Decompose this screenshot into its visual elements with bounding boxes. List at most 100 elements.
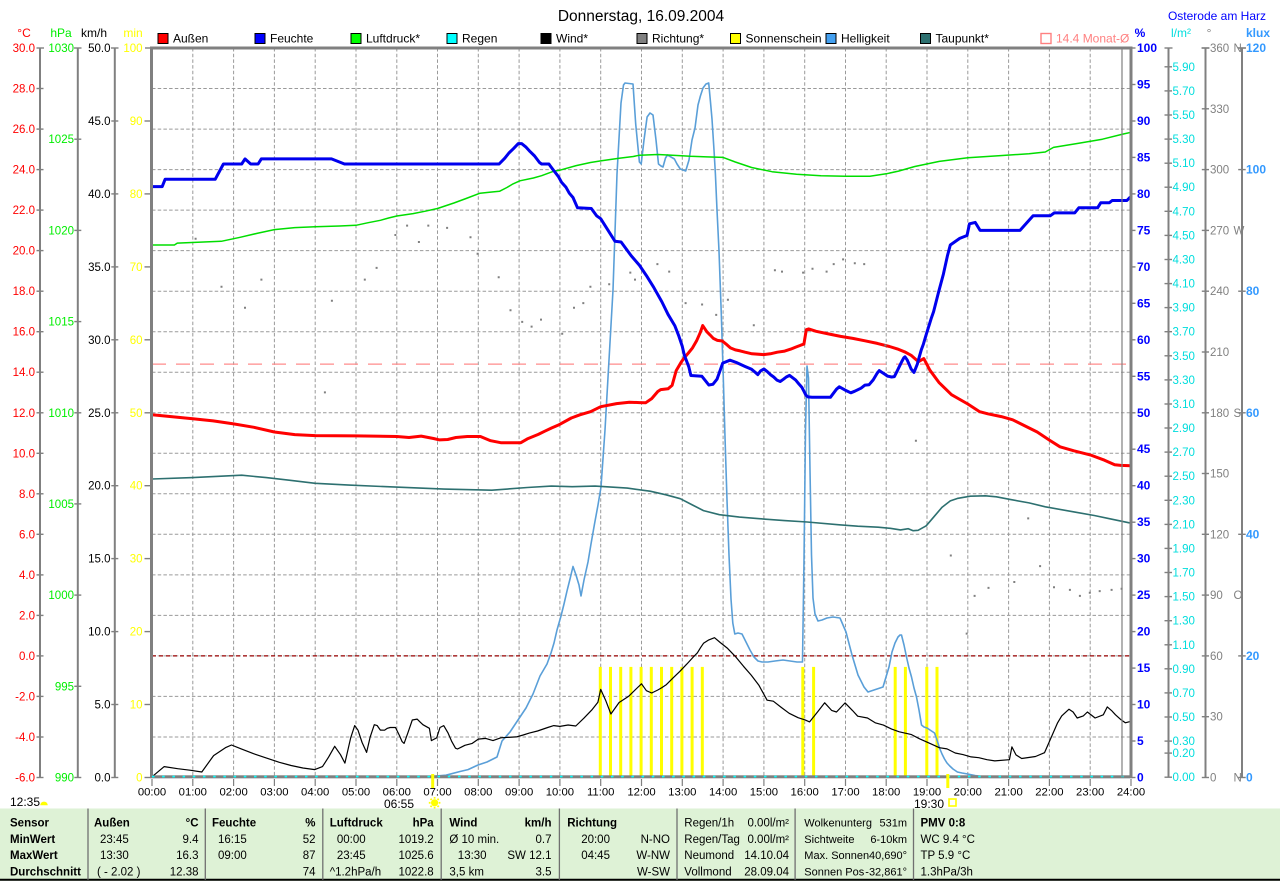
svg-text:10:00: 10:00 (546, 787, 574, 799)
svg-text:16:00: 16:00 (791, 787, 819, 799)
svg-text:5.10: 5.10 (1173, 158, 1195, 170)
svg-text:990: 990 (55, 773, 74, 785)
svg-text:hPa: hPa (50, 26, 72, 40)
svg-text:1020: 1020 (48, 225, 74, 237)
svg-text:90: 90 (1137, 114, 1151, 128)
svg-text:23:00: 23:00 (1076, 787, 1104, 799)
svg-text:14.4 Monat-Ø: 14.4 Monat-Ø (1056, 32, 1129, 46)
svg-text:min: min (123, 26, 142, 40)
svg-text:14:00: 14:00 (709, 787, 737, 799)
svg-text:Luftdruck: Luftdruck (330, 818, 384, 830)
svg-text:20: 20 (1246, 649, 1260, 663)
svg-text:2.0: 2.0 (19, 610, 35, 622)
svg-text:4.90: 4.90 (1173, 182, 1195, 194)
svg-text:TP 5.9 °C: TP 5.9 °C (921, 850, 971, 862)
svg-text:22.0: 22.0 (13, 205, 35, 217)
svg-text:13:00: 13:00 (668, 787, 696, 799)
svg-text:40: 40 (1246, 527, 1260, 541)
svg-text:S: S (1234, 408, 1242, 420)
svg-text:1.90: 1.90 (1173, 543, 1195, 555)
svg-text:1.50: 1.50 (1173, 592, 1195, 604)
svg-text:28.09.04: 28.09.04 (744, 867, 789, 879)
svg-text:( - 2.02 ): ( - 2.02 ) (97, 867, 141, 879)
svg-text:1022.8: 1022.8 (399, 867, 434, 879)
svg-text:%: % (305, 818, 315, 830)
svg-text:80: 80 (130, 189, 143, 201)
svg-text:13:30: 13:30 (458, 850, 487, 862)
svg-text:12:00: 12:00 (627, 787, 655, 799)
svg-text:5.30: 5.30 (1173, 134, 1195, 146)
svg-text:87: 87 (303, 850, 316, 862)
svg-text:klux: klux (1246, 26, 1270, 40)
svg-text:Außen: Außen (173, 32, 208, 46)
svg-text:95: 95 (1137, 78, 1151, 92)
svg-text:N: N (1234, 773, 1242, 785)
svg-text:3.70: 3.70 (1173, 327, 1195, 339)
svg-text:^1.2hPa/h: ^1.2hPa/h (330, 867, 381, 879)
svg-text:13:30: 13:30 (100, 850, 129, 862)
svg-text:2.30: 2.30 (1173, 495, 1195, 507)
svg-text:3.10: 3.10 (1173, 399, 1195, 411)
svg-text:21:00: 21:00 (994, 787, 1022, 799)
svg-text:100: 100 (123, 43, 142, 55)
svg-text:-6.0: -6.0 (15, 773, 35, 785)
svg-text:WC 9.4 °C: WC 9.4 °C (921, 834, 975, 846)
svg-text:85: 85 (1137, 150, 1151, 164)
svg-text:MinWert: MinWert (10, 834, 55, 846)
svg-text:12.38: 12.38 (170, 867, 199, 879)
svg-text:10.0: 10.0 (13, 448, 35, 460)
svg-text:1.30: 1.30 (1173, 616, 1195, 628)
svg-text:Sonnen Pos: Sonnen Pos (804, 867, 864, 879)
svg-text:40.0: 40.0 (88, 189, 110, 201)
svg-text:8.0: 8.0 (19, 489, 35, 501)
svg-text:30: 30 (130, 554, 143, 566)
svg-text:0: 0 (136, 773, 142, 785)
svg-text:210: 210 (1210, 347, 1229, 359)
svg-text:Sonnenschein: Sonnenschein (746, 32, 822, 46)
svg-text:3.30: 3.30 (1173, 375, 1195, 387)
svg-text:Donnerstag, 16.09.2004: Donnerstag, 16.09.2004 (558, 8, 725, 25)
svg-text:0.7: 0.7 (536, 834, 552, 846)
svg-text:hPa: hPa (413, 818, 435, 830)
svg-text:50.0: 50.0 (88, 43, 110, 55)
svg-text:SW 12.1: SW 12.1 (507, 850, 551, 862)
svg-text:5.50: 5.50 (1173, 110, 1195, 122)
svg-text:240: 240 (1210, 286, 1229, 298)
svg-text:60: 60 (1137, 333, 1151, 347)
svg-text:04:00: 04:00 (301, 787, 329, 799)
svg-text:26.0: 26.0 (13, 124, 35, 136)
svg-text:02:00: 02:00 (219, 787, 247, 799)
svg-text:06:00: 06:00 (383, 787, 411, 799)
svg-text:12.0: 12.0 (13, 408, 35, 420)
svg-text:15.0: 15.0 (88, 554, 110, 566)
svg-text:35: 35 (1137, 515, 1151, 529)
svg-text:Neumond: Neumond (684, 850, 734, 862)
svg-text:60: 60 (130, 335, 143, 347)
svg-text:995: 995 (55, 681, 74, 693)
svg-text:00:00: 00:00 (337, 834, 366, 846)
svg-text:60: 60 (1246, 406, 1260, 420)
svg-text:90: 90 (130, 116, 143, 128)
svg-text:09:00: 09:00 (505, 787, 533, 799)
svg-text:1015: 1015 (48, 317, 74, 329)
svg-text:17:00: 17:00 (831, 787, 859, 799)
svg-text:Sichtweite: Sichtweite (804, 834, 854, 846)
svg-text:Ø 10 min.: Ø 10 min. (449, 834, 499, 846)
svg-text:120: 120 (1246, 41, 1266, 55)
svg-text:11:00: 11:00 (587, 787, 614, 799)
svg-text:Wind: Wind (449, 818, 477, 830)
svg-text:Durchschnitt: Durchschnitt (10, 867, 81, 879)
svg-text:l/m²: l/m² (1171, 26, 1191, 40)
svg-text:07:00: 07:00 (423, 787, 451, 799)
svg-text:Regen/Tag: Regen/Tag (684, 834, 740, 846)
svg-text:19:30: 19:30 (914, 797, 944, 811)
svg-text:24:00: 24:00 (1117, 787, 1145, 799)
svg-text:330: 330 (1210, 104, 1229, 116)
svg-text:Wolkenunterg: Wolkenunterg (804, 818, 872, 830)
svg-text:5.0: 5.0 (95, 700, 111, 712)
svg-text:10: 10 (130, 700, 143, 712)
svg-text:30.0: 30.0 (13, 43, 35, 55)
svg-text:Luftdruck*: Luftdruck* (366, 32, 420, 46)
svg-text:1000: 1000 (48, 590, 74, 602)
svg-text:4.50: 4.50 (1173, 230, 1195, 242)
